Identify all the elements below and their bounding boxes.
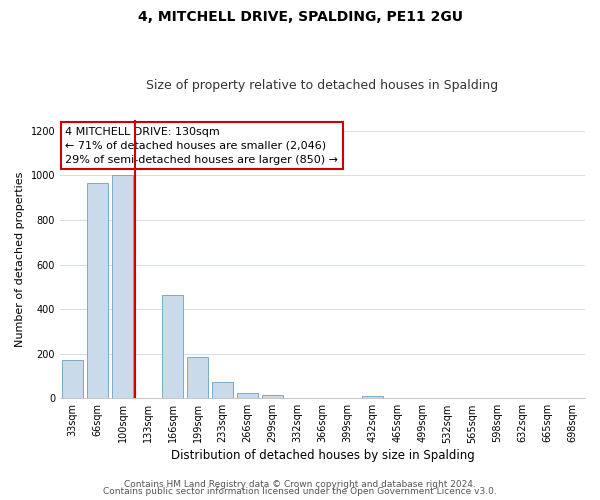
Text: 4, MITCHELL DRIVE, SPALDING, PE11 2GU: 4, MITCHELL DRIVE, SPALDING, PE11 2GU (137, 10, 463, 24)
Bar (362, 396, 383, 398)
Bar (212, 382, 233, 398)
Bar (187, 357, 208, 399)
Bar (237, 392, 258, 398)
Bar (262, 395, 283, 398)
Text: Contains HM Land Registry data © Crown copyright and database right 2024.: Contains HM Land Registry data © Crown c… (124, 480, 476, 489)
Bar (112, 176, 133, 398)
Title: Size of property relative to detached houses in Spalding: Size of property relative to detached ho… (146, 79, 499, 92)
Text: Contains public sector information licensed under the Open Government Licence v3: Contains public sector information licen… (103, 488, 497, 496)
Bar (162, 294, 183, 399)
Bar (62, 360, 83, 399)
Bar (87, 183, 108, 398)
Text: 4 MITCHELL DRIVE: 130sqm
← 71% of detached houses are smaller (2,046)
29% of sem: 4 MITCHELL DRIVE: 130sqm ← 71% of detach… (65, 126, 338, 164)
Y-axis label: Number of detached properties: Number of detached properties (15, 171, 25, 346)
X-axis label: Distribution of detached houses by size in Spalding: Distribution of detached houses by size … (170, 450, 475, 462)
